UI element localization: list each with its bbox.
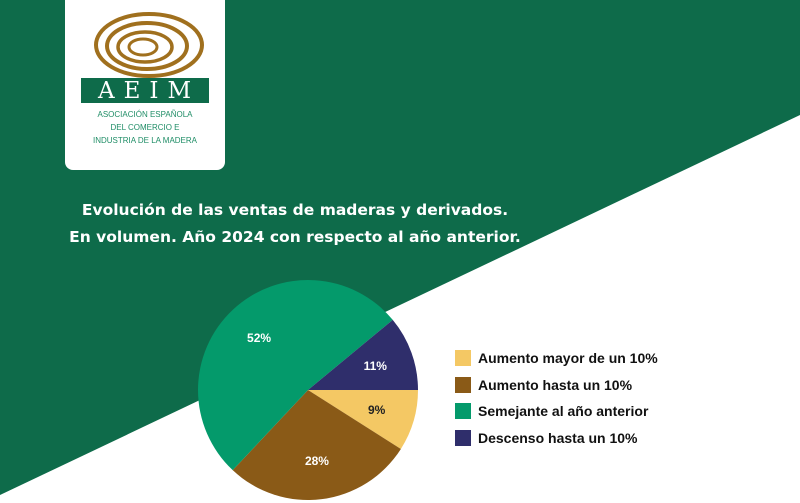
logo-subtitle-line: DEL COMERCIO E xyxy=(110,123,180,132)
legend-item: Aumento mayor de un 10% xyxy=(455,345,658,372)
legend-item: Aumento hasta un 10% xyxy=(455,372,658,399)
logo-acronym: AEIM xyxy=(81,78,209,104)
legend-item: Semejante al año anterior xyxy=(455,398,658,425)
legend-swatch xyxy=(455,429,471,446)
pie-data-label: 9% xyxy=(368,403,386,417)
legend-item: Descenso hasta un 10% xyxy=(455,425,658,452)
legend-swatch xyxy=(455,403,471,420)
legend-label: Aumento mayor de un 10% xyxy=(478,350,658,367)
pie-slice xyxy=(198,280,393,471)
pie-data-label: 11% xyxy=(364,359,388,373)
chart-title-line-2: En volumen. Año 2024 con respecto al año… xyxy=(69,228,521,246)
logo-subtitle-line: INDUSTRIA DE LA MADERA xyxy=(92,136,198,145)
legend-label: Semejante al año anterior xyxy=(478,403,649,420)
pie-data-label: 52% xyxy=(247,331,271,345)
chart-legend: Aumento mayor de un 10% Aumento hasta un … xyxy=(455,345,658,451)
pie-slice xyxy=(308,319,418,390)
wood-rings-icon xyxy=(94,12,204,78)
legend-label: Aumento hasta un 10% xyxy=(478,376,633,393)
pie-data-label: 28% xyxy=(305,454,329,468)
aeim-logo: AEIM ASOCIACIÓN ESPAÑOLA DEL COMERCIO E … xyxy=(65,0,225,170)
legend-swatch xyxy=(455,376,471,393)
logo-subtitle: ASOCIACIÓN ESPAÑOLA DEL COMERCIO E INDUS… xyxy=(65,108,225,147)
pie-slice xyxy=(232,390,401,500)
chart-title: Evolución de las ventas de maderas y der… xyxy=(0,197,590,251)
legend-swatch xyxy=(455,350,471,367)
chart-title-line-1: Evolución de las ventas de maderas y der… xyxy=(81,201,509,219)
pie-slice xyxy=(308,390,418,449)
legend-label: Descenso hasta un 10% xyxy=(478,429,638,446)
logo-subtitle-line: ASOCIACIÓN ESPAÑOLA xyxy=(97,110,193,119)
